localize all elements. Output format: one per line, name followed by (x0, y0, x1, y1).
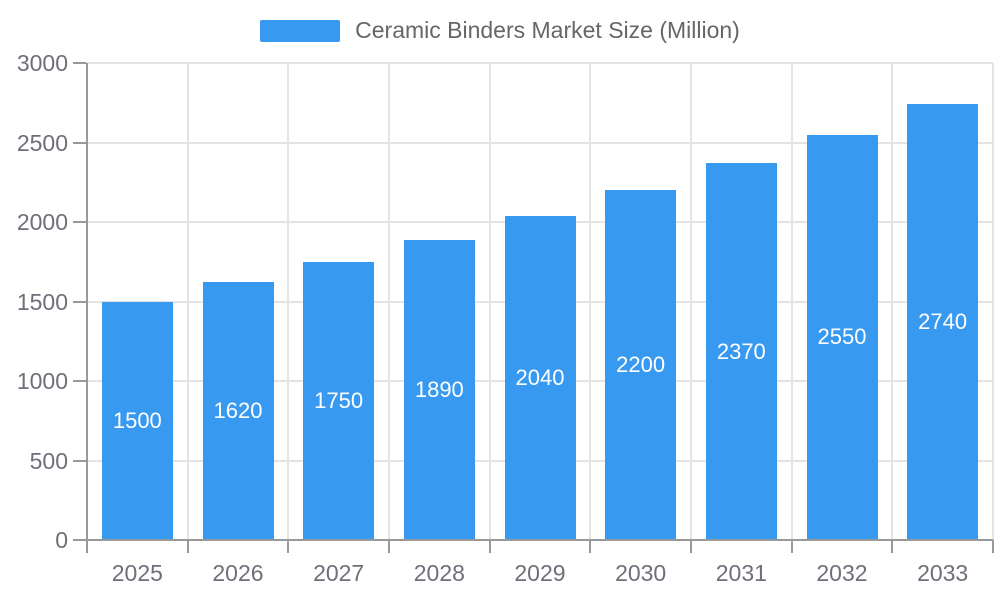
bar-2030[interactable]: 2200 (605, 190, 677, 540)
x-axis-tick (287, 540, 290, 553)
x-axis-tick (690, 540, 692, 553)
x-tick-label: 2026 (212, 560, 264, 586)
y-axis-tick (73, 539, 86, 541)
bar-value-label: 2370 (716, 338, 766, 364)
y-axis-tick (73, 62, 86, 64)
bar-2033[interactable]: 2740 (907, 104, 979, 540)
y-tick-label: 3000 (16, 50, 68, 76)
x-gridline (388, 63, 390, 540)
bar-2029[interactable]: 2040 (504, 215, 576, 540)
x-tick-label: 2030 (615, 560, 667, 586)
bar-value-label: 2740 (918, 309, 968, 335)
y-axis-tick (73, 221, 86, 223)
bar-2026[interactable]: 1620 (202, 282, 274, 540)
y-tick-label: 500 (29, 447, 68, 474)
x-axis-tick (388, 540, 390, 553)
legend-swatch (260, 19, 341, 42)
y-axis-tick (73, 380, 86, 382)
y-axis-tick (73, 300, 86, 303)
x-gridline (287, 63, 290, 540)
x-axis-tick (992, 540, 994, 553)
y-axis-tick (73, 459, 86, 462)
y-axis-tick (73, 141, 86, 144)
legend-label: Ceramic Binders Market Size (Million) (355, 17, 740, 43)
x-axis-tick (891, 540, 894, 553)
x-tick-label: 2031 (715, 560, 767, 586)
x-tick-label: 2027 (313, 560, 365, 586)
bar-value-label: 2550 (817, 324, 867, 350)
x-gridline (790, 63, 793, 540)
x-axis-tick (186, 540, 189, 553)
x-gridline (690, 63, 692, 540)
bar-2027[interactable]: 1750 (303, 261, 375, 540)
x-tick-label: 2028 (413, 560, 465, 586)
x-axis-line (86, 539, 993, 541)
bar-2028[interactable]: 1890 (403, 239, 475, 540)
x-tick-label: 2032 (816, 560, 868, 586)
x-tick-label: 2029 (514, 560, 566, 586)
x-tick-label: 2025 (111, 560, 163, 586)
x-gridline (186, 63, 189, 540)
bar-2032[interactable]: 2550 (806, 134, 878, 540)
legend[interactable]: Ceramic Binders Market Size (Million) (0, 17, 1000, 44)
y-gridline (87, 141, 993, 144)
x-gridline (488, 63, 491, 540)
y-axis-line (86, 63, 88, 553)
y-tick-label: 2500 (16, 129, 68, 156)
x-axis-tick (488, 540, 491, 553)
bar-value-label: 1500 (112, 407, 162, 433)
y-tick-label: 2000 (16, 209, 68, 235)
x-gridline (891, 63, 894, 540)
x-axis-tick (589, 540, 592, 553)
x-gridline (992, 63, 994, 540)
y-tick-label: 0 (55, 527, 68, 553)
y-tick-label: 1500 (16, 288, 68, 315)
bar-value-label: 2040 (515, 364, 565, 390)
bar-2031[interactable]: 2370 (705, 163, 777, 540)
bar-value-label: 1620 (213, 398, 263, 424)
y-tick-label: 1000 (16, 368, 68, 394)
bar-2025[interactable]: 1500 (101, 301, 173, 540)
bar-value-label: 2200 (616, 352, 666, 378)
plot-area: 1500 1620 1750 1890 2040 2200 2370 2550 2740 (73, 62, 994, 553)
x-tick-label: 2033 (917, 560, 969, 586)
y-gridline (87, 62, 993, 64)
x-axis-tick (790, 540, 793, 553)
x-axis-tick (86, 540, 88, 553)
bar-value-label: 1750 (314, 387, 364, 413)
x-gridline (589, 63, 592, 540)
bar-value-label: 1890 (414, 376, 464, 402)
